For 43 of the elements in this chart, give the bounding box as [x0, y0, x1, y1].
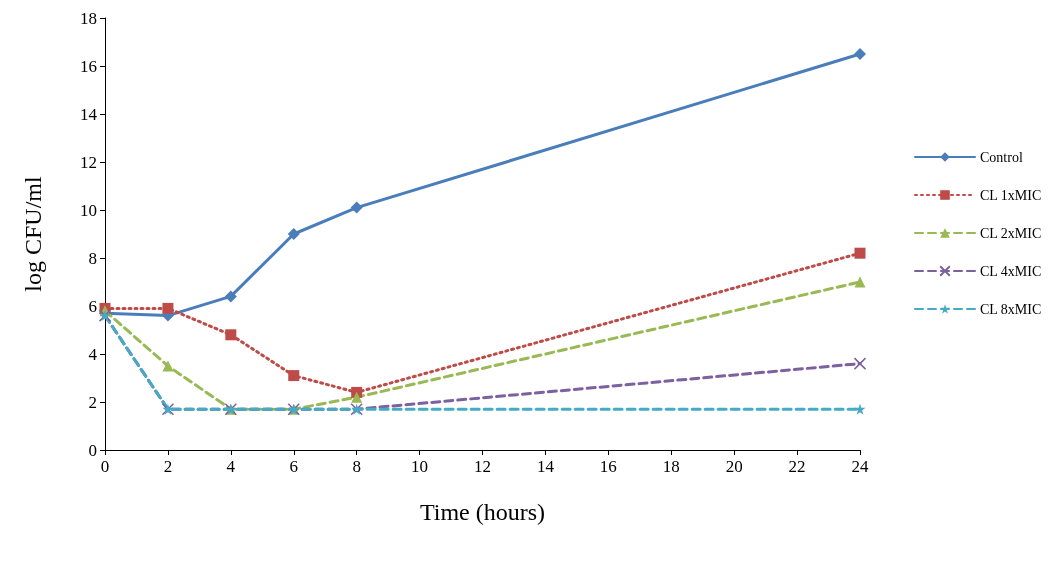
x-tick-label: 4 [226, 457, 236, 476]
x-tick-label: 22 [788, 457, 806, 476]
point [853, 357, 867, 370]
legend-label: CL 1xMIC [980, 187, 1042, 203]
x-tick-label: 8 [352, 457, 361, 476]
point [350, 201, 363, 214]
x-tick-label: 12 [474, 457, 491, 476]
point [224, 290, 237, 303]
y-tick-label: 2 [88, 392, 97, 412]
x-tick-label: 18 [662, 457, 680, 476]
point [351, 391, 363, 403]
point [854, 48, 866, 60]
x-tick-label: 0 [100, 457, 110, 476]
y-tick-label: 12 [80, 152, 97, 172]
point [225, 329, 237, 341]
y-tick-label: 10 [80, 200, 97, 220]
y-tick-label: 0 [88, 440, 97, 460]
x-axis-title: Time (hours) [419, 499, 546, 525]
y-axis-title: log CFU/ml [20, 175, 46, 292]
y-tick-label: 4 [88, 344, 98, 364]
x-tick-label: 10 [411, 457, 429, 476]
x-tick-label: 20 [725, 457, 743, 476]
point [854, 247, 866, 259]
point [854, 403, 866, 415]
x-tick-label: 24 [851, 457, 869, 476]
point [162, 360, 174, 372]
y-tick-label: 18 [80, 8, 97, 28]
y-tick-label: 14 [80, 104, 98, 124]
legend-label: Control [980, 149, 1023, 165]
x-tick-label: 6 [289, 457, 298, 476]
point [162, 302, 174, 314]
x-tick-label: 14 [536, 457, 555, 476]
y-tick-label: 6 [88, 296, 97, 316]
legend-label: CL 2xMIC [980, 225, 1042, 241]
x-tick-label: 16 [599, 457, 617, 476]
point [288, 370, 300, 382]
point [854, 276, 866, 288]
x-tick-label: 2 [163, 457, 173, 476]
point [287, 228, 300, 240]
legend-label: CL 8xMIC [980, 301, 1042, 317]
y-tick-label: 16 [80, 56, 97, 76]
legend-label: CL 4xMIC [980, 263, 1042, 279]
y-tick-label: 8 [88, 248, 97, 268]
